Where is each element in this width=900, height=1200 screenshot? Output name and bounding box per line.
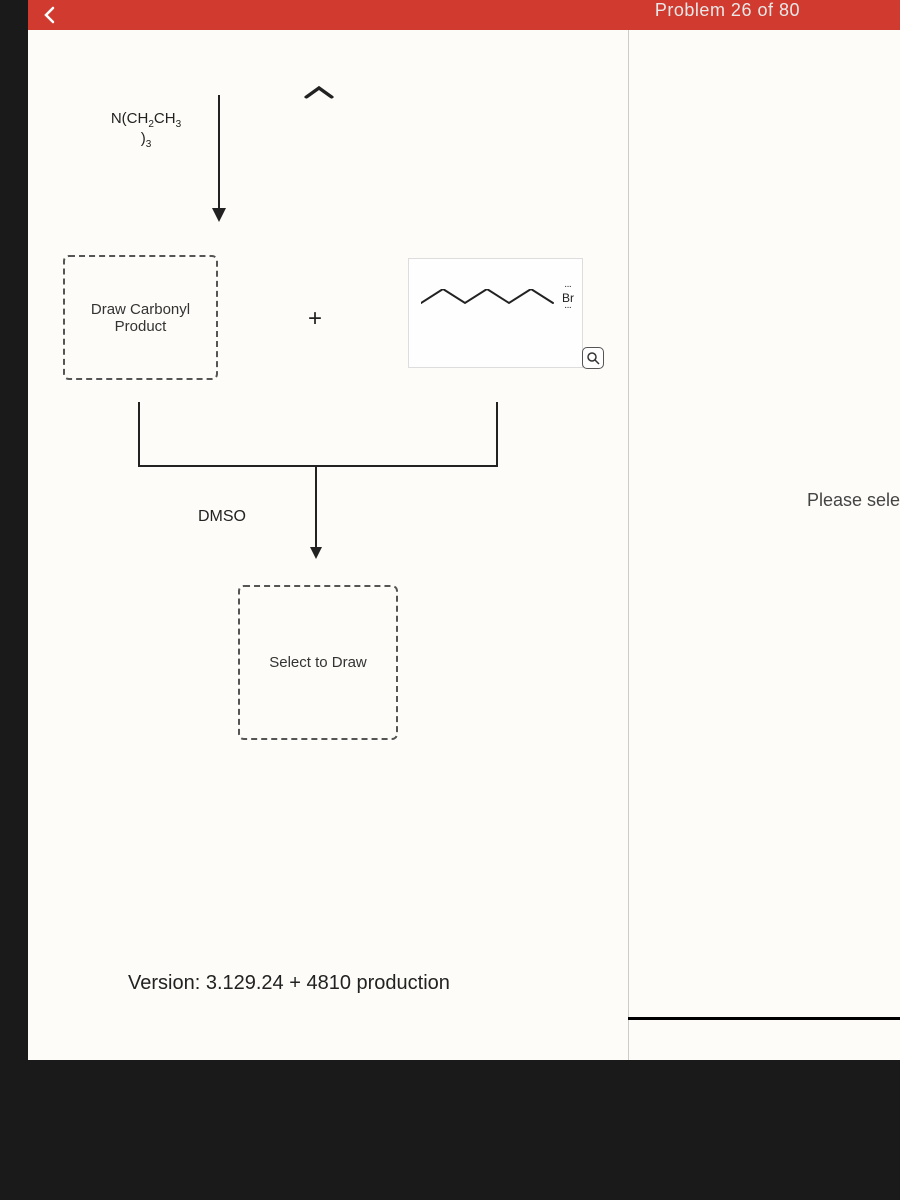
bromine-label: Br [562, 291, 574, 305]
bracket-connector [138, 465, 498, 467]
bottom-divider [628, 1017, 900, 1021]
zoom-molecule-button[interactable] [582, 347, 604, 369]
magnifier-icon [586, 351, 600, 365]
box-label: Select to Draw [269, 654, 367, 671]
problem-counter: Problem 26 of 80 [655, 0, 800, 21]
main-reaction-panel: N(CH2CH3 )3 Draw Carbonyl Product + Br D… [28, 30, 628, 1060]
select-to-draw-box[interactable]: Select to Draw [238, 585, 398, 740]
reaction-arrow-2 [315, 467, 317, 557]
reagent-sub: 3 [176, 119, 182, 130]
reaction-arrow-1 [218, 95, 220, 220]
header-bar: Problem 26 of 80 [28, 0, 900, 30]
collapse-up-icon[interactable] [304, 75, 335, 106]
solvent-label: DMSO [198, 508, 246, 526]
reactant-molecule-box[interactable]: Br [408, 258, 583, 368]
bracket-connector [138, 402, 140, 467]
bracket-connector [496, 402, 498, 467]
back-arrow-icon[interactable] [36, 1, 64, 29]
box-label: Draw Carbonyl Product [73, 301, 208, 335]
version-text: Version: 3.129.24 + 4810 production [128, 972, 450, 995]
reagent-formula: N(CH2CH3 )3 [86, 110, 206, 150]
plus-operator: + [308, 305, 322, 333]
reagent-text-part: N(CH [111, 110, 149, 127]
alkyl-chain-structure [421, 289, 556, 309]
side-hint-text: Please sele [807, 490, 900, 511]
reagent-text-part: CH [154, 110, 176, 127]
side-panel: Please sele [628, 30, 900, 1060]
reagent-sub: 3 [146, 139, 152, 150]
draw-carbonyl-product-box[interactable]: Draw Carbonyl Product [63, 255, 218, 380]
screen-frame: Problem 26 of 80 N(CH2CH3 )3 Draw Carbon… [28, 0, 900, 1060]
